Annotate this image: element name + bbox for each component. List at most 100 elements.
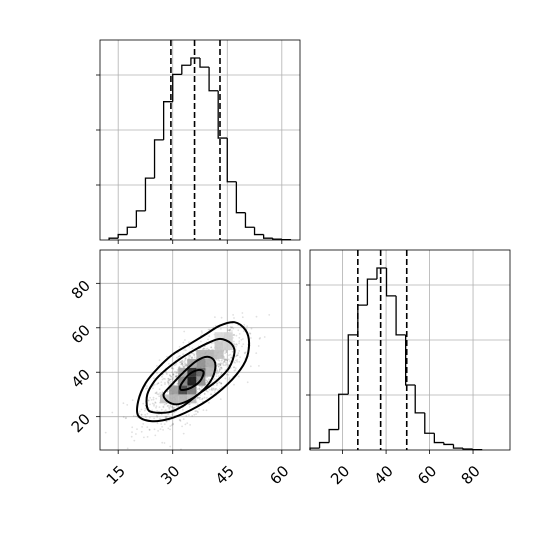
scatter-sample-point xyxy=(160,384,163,386)
scatter-sample-point xyxy=(163,410,166,413)
histogram-step xyxy=(199,58,210,68)
histogram-step xyxy=(405,334,416,386)
scatter-sample-point xyxy=(222,362,224,365)
histogram-param2-frame xyxy=(309,249,511,451)
x-tick-label: 15 xyxy=(103,462,129,488)
scatter-sample-point xyxy=(184,357,187,360)
density-cell xyxy=(205,358,215,368)
scatter-sample-point xyxy=(140,408,143,411)
scatter-sample-point xyxy=(218,362,221,365)
scatter-sample-point xyxy=(188,341,190,344)
histogram-param2-steps xyxy=(309,267,483,451)
scatter-grid xyxy=(100,250,300,450)
scatter-sample-point xyxy=(217,365,220,368)
histogram-step xyxy=(117,233,128,239)
scatter-sample-point xyxy=(199,398,201,401)
scatter-sample-point xyxy=(184,357,187,360)
scatter-sample-point xyxy=(156,410,159,412)
scatter-sample-point xyxy=(174,363,177,366)
x-tick-label: 20 xyxy=(327,462,353,488)
scatter-sample-point xyxy=(193,353,196,356)
scatter-sample-point xyxy=(191,356,193,359)
scatter-sample-point xyxy=(223,358,226,360)
density-contour xyxy=(145,337,236,414)
scatter-sample-point xyxy=(219,362,222,365)
scatter-sample-point xyxy=(184,339,186,341)
scatter-sample-point xyxy=(155,392,158,394)
scatter-sample-point xyxy=(147,399,150,402)
scatter-sample-point xyxy=(200,330,203,332)
scatter-sample-point xyxy=(183,366,185,368)
scatter-sample-point xyxy=(153,403,156,406)
scatter-sample-point xyxy=(170,376,173,378)
scatter-sample-point xyxy=(220,386,223,388)
scatter-sample-point xyxy=(181,360,184,362)
scatter-sample-point xyxy=(235,354,238,357)
scatter-sample-point xyxy=(227,364,230,366)
scatter-sample-point xyxy=(220,328,222,330)
scatter-sample-point xyxy=(165,420,168,423)
density-contour xyxy=(178,368,205,391)
scatter-sample-point xyxy=(208,401,210,404)
scatter-sample-point xyxy=(146,387,148,389)
scatter-sample-point xyxy=(228,377,231,379)
histogram-step xyxy=(126,226,137,235)
scatter-sample-point xyxy=(218,381,221,384)
scatter-sample-point xyxy=(191,356,193,359)
scatter-frame xyxy=(99,249,301,451)
scatter-sample-point xyxy=(196,403,199,406)
scatter-sample-point xyxy=(238,333,241,335)
scatter-sample-point xyxy=(219,368,221,371)
scatter-sample-point xyxy=(152,387,154,390)
x-tick-label: 80 xyxy=(458,462,484,488)
scatter-sample-point xyxy=(224,369,227,371)
scatter-sample-point xyxy=(268,314,271,316)
histogram-step xyxy=(253,227,264,236)
scatter-sample-point xyxy=(177,405,180,407)
x-tick-label: 45 xyxy=(212,462,238,488)
scatter-sample-point xyxy=(234,355,237,358)
scatter-sample-point xyxy=(224,358,227,361)
scatter-sample-point xyxy=(236,354,239,357)
scatter-sample-point xyxy=(174,370,176,373)
scatter-sample-point xyxy=(178,345,181,348)
scatter-sample-point xyxy=(188,414,190,416)
scatter-sample-point xyxy=(231,326,234,328)
scatter-sample-point xyxy=(249,332,252,335)
scatter-sample-point xyxy=(158,388,161,391)
scatter-sample-point xyxy=(231,356,233,359)
scatter-sample-point xyxy=(237,375,240,378)
scatter-sample-point xyxy=(171,413,174,416)
scatter-sample-point xyxy=(227,370,230,373)
scatter-sample-point xyxy=(220,367,223,369)
scatter-sample-point xyxy=(225,358,228,361)
scatter-sample-point xyxy=(242,330,245,333)
scatter-sample-point xyxy=(176,375,178,377)
scatter-sample-point xyxy=(249,365,252,368)
scatter-sample-point xyxy=(167,381,170,384)
scatter-sample-point xyxy=(156,414,158,417)
scatter-sample-point xyxy=(176,356,178,359)
scatter-sample-point xyxy=(246,381,249,384)
scatter-sample-point xyxy=(224,358,227,360)
scatter-sample-point xyxy=(166,380,169,383)
scatter-sample-point xyxy=(238,342,241,345)
scatter-sample-point xyxy=(111,411,114,414)
scatter-sample-point xyxy=(158,406,161,408)
scatter-sample-point xyxy=(172,373,175,376)
histogram-param2-grid xyxy=(310,250,510,450)
scatter-sample-point xyxy=(218,370,221,373)
scatter-sample-point xyxy=(242,343,245,345)
scatter-sample-point xyxy=(242,338,244,340)
scatter-sample-point xyxy=(206,397,208,399)
histogram-param2-ticks xyxy=(306,284,474,454)
scatter-sample-point xyxy=(241,312,244,314)
scatter-sample-point xyxy=(241,345,243,348)
y-tick-label: 80 xyxy=(68,277,94,303)
scatter-sample-point xyxy=(210,342,213,345)
scatter-sample-point xyxy=(181,362,184,365)
scatter-sample-point xyxy=(223,360,226,363)
scatter-sample-point xyxy=(193,413,196,416)
scatter-sample-point xyxy=(250,337,252,339)
scatter-sample-point xyxy=(178,366,181,368)
